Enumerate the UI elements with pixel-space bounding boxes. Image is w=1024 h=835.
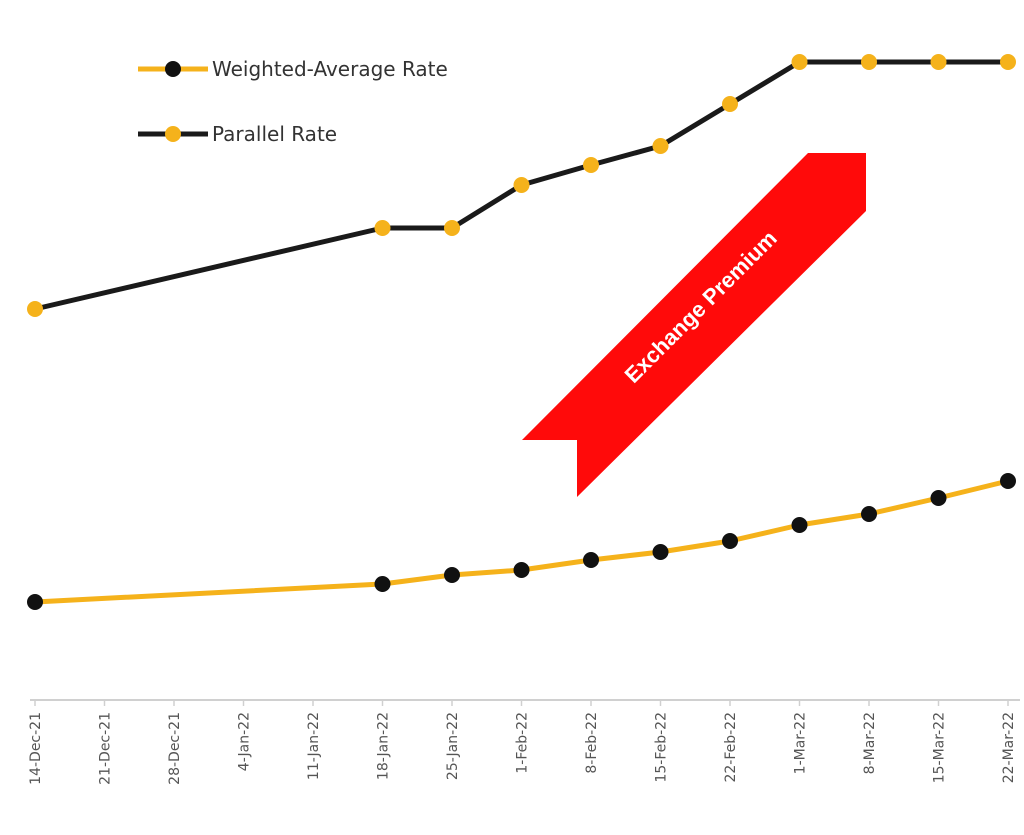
data-point <box>374 220 391 236</box>
x-tick-label: 11-Jan-22 <box>306 712 322 780</box>
legend: Weighted-Average Rate Parallel Rate <box>138 57 448 146</box>
x-tick-label: 15-Feb-22 <box>654 712 670 783</box>
exchange-premium-arrow: Exchange Premium <box>522 153 866 497</box>
data-point <box>1000 54 1016 70</box>
series-parallel-rate <box>27 54 1016 317</box>
data-point <box>861 506 877 522</box>
legend-marker <box>165 61 181 77</box>
data-point <box>930 54 947 70</box>
data-point <box>583 157 599 173</box>
data-point <box>1000 473 1016 489</box>
x-tick-label: 22-Feb-22 <box>723 712 739 783</box>
data-point <box>513 177 530 193</box>
x-tick-label: 18-Jan-22 <box>376 712 392 780</box>
x-tick-label: 25-Jan-22 <box>445 712 461 780</box>
x-tick-label: 21-Dec-21 <box>98 712 114 785</box>
legend-marker <box>165 126 181 142</box>
data-point <box>27 301 43 317</box>
data-point <box>444 220 460 236</box>
exchange-premium-arrow-shape <box>522 153 866 497</box>
x-tick-label: 1-Feb-22 <box>515 712 531 774</box>
x-tick-label: 8-Feb-22 <box>584 712 600 774</box>
data-point <box>722 533 738 549</box>
data-point <box>652 138 669 154</box>
x-tick-label: 14-Dec-21 <box>28 712 44 785</box>
legend-item: Parallel Rate <box>138 122 337 146</box>
series-weighted-average-rate <box>27 473 1016 610</box>
data-point <box>722 96 738 112</box>
data-point <box>583 552 599 568</box>
data-point <box>444 567 460 583</box>
data-point <box>513 562 530 578</box>
data-point <box>652 544 669 560</box>
x-axis: 14-Dec-21 21-Dec-21 28-Dec-21 4-Jan-22 11-Ja… <box>28 699 1020 785</box>
x-tick-label: 1-Mar-22 <box>793 712 809 774</box>
x-tick-label: 22-Mar-22 <box>1001 712 1017 783</box>
data-point <box>791 54 808 70</box>
data-point <box>930 490 947 506</box>
x-tick-label: 28-Dec-21 <box>167 712 183 785</box>
x-tick-label: 8-Mar-22 <box>862 712 878 774</box>
legend-label: Weighted-Average Rate <box>212 57 448 81</box>
data-point <box>374 576 391 592</box>
data-point <box>861 54 877 70</box>
legend-label: Parallel Rate <box>212 122 337 146</box>
legend-item: Weighted-Average Rate <box>138 57 448 81</box>
x-tick-label: 15-Mar-22 <box>932 712 948 783</box>
data-point <box>791 517 808 533</box>
data-point <box>27 594 43 610</box>
x-tick-label: 4-Jan-22 <box>237 712 253 771</box>
series-line <box>34 478 1009 605</box>
